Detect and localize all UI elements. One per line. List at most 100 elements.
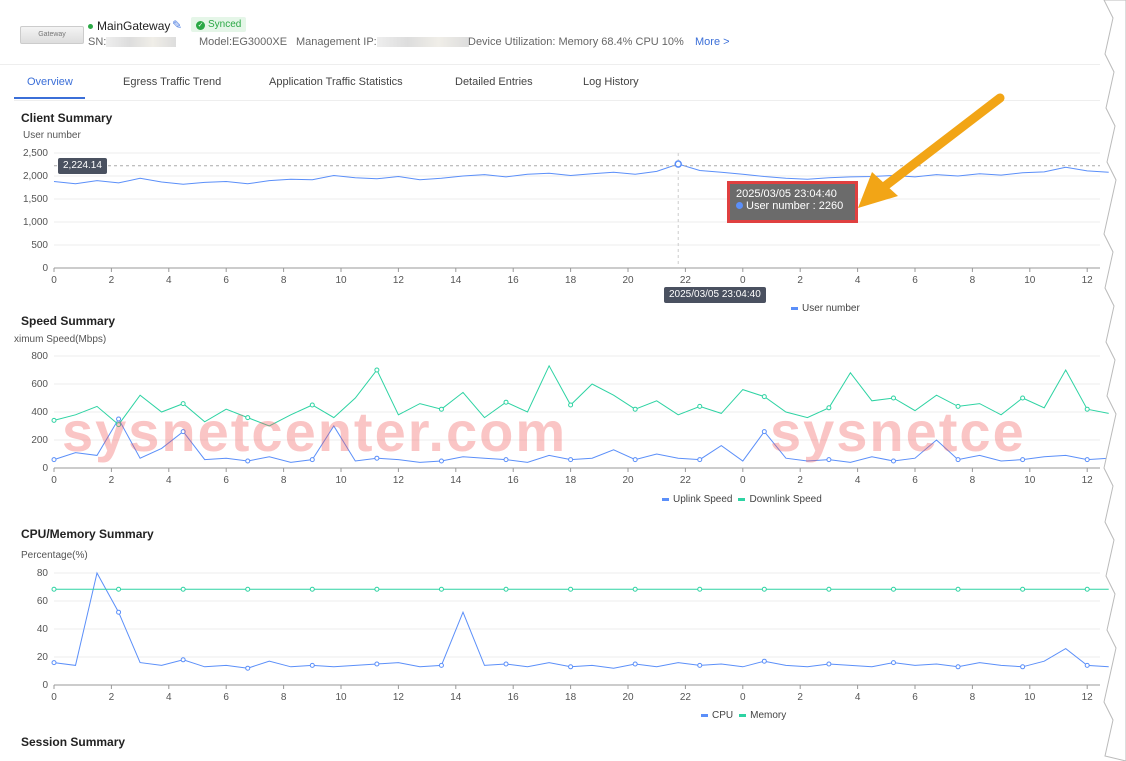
- x-tick-label: 10: [335, 475, 347, 486]
- data-point: [632, 457, 638, 463]
- data-point: [503, 399, 509, 405]
- data-point: [890, 586, 896, 592]
- data-point: [1020, 586, 1026, 592]
- edit-icon[interactable]: ✎: [172, 18, 183, 32]
- legend-user-number: User number: [802, 303, 860, 314]
- x-tick-label: 18: [565, 475, 577, 486]
- data-point: [826, 457, 832, 463]
- x-tick-label: 6: [223, 475, 229, 486]
- y-tick-label: 800: [31, 351, 48, 362]
- data-point: [955, 457, 961, 463]
- data-point: [632, 661, 638, 667]
- data-point: [180, 429, 186, 435]
- x-tick-label: 2: [797, 692, 803, 703]
- x-tick-label: 2: [797, 275, 803, 286]
- data-point: [503, 586, 509, 592]
- data-point: [309, 402, 315, 408]
- x-tick-label: 0: [51, 692, 57, 703]
- data-point: [568, 457, 574, 463]
- x-tick-label: 20: [622, 475, 634, 486]
- x-tick-label: 0: [740, 475, 746, 486]
- x-tick-label: 12: [1082, 475, 1094, 486]
- x-tick-label: 16: [508, 275, 520, 286]
- online-dot-icon: [88, 24, 93, 30]
- sn-redacted: [106, 37, 177, 48]
- data-point: [116, 422, 122, 428]
- tab-log-history[interactable]: Log History: [583, 76, 639, 88]
- y-tick-label: 500: [31, 240, 48, 251]
- x-tick-label: 10: [1024, 692, 1036, 703]
- speed-legend[interactable]: Uplink Speed Downlink Speed: [656, 494, 822, 505]
- status-badge: ✓ Synced: [191, 17, 247, 32]
- series-dot-icon: [736, 202, 743, 209]
- x-tick-label: 10: [1024, 475, 1036, 486]
- x-tick-label: 2: [109, 475, 115, 486]
- x-tick-label: 8: [281, 275, 287, 286]
- data-point: [568, 664, 574, 670]
- y-tick-label: 0: [42, 263, 48, 274]
- device-header: Gateway MainGateway ✎ ✓ Synced SN: Model:…: [0, 0, 1100, 65]
- x-tick-label: 8: [970, 475, 976, 486]
- data-point: [374, 455, 380, 461]
- data-point: [180, 401, 186, 407]
- model: Model:EG3000XE: [199, 36, 288, 48]
- x-tick-label: 0: [51, 475, 57, 486]
- x-tick-label: 10: [1024, 275, 1036, 286]
- sn: SN:: [88, 36, 177, 48]
- x-tick-label: 12: [393, 692, 405, 703]
- x-tick-label: 8: [970, 275, 976, 286]
- y-tick-label: 200: [31, 435, 48, 446]
- x-tick-label: 2: [109, 692, 115, 703]
- tooltip-title: 2025/03/05 23:04:40: [736, 188, 837, 200]
- x-tick-label: 6: [223, 692, 229, 703]
- y-tick-label: 60: [37, 596, 49, 607]
- x-tick-label: 14: [450, 475, 462, 486]
- data-point: [1020, 395, 1026, 401]
- x-tick-label: 16: [508, 475, 520, 486]
- x-tick-label: 2: [797, 475, 803, 486]
- data-point: [245, 665, 251, 671]
- ip-redacted: [376, 37, 469, 48]
- y-tick-label: 1,500: [23, 194, 48, 205]
- data-point: [438, 458, 444, 464]
- data-point: [116, 609, 122, 615]
- data-point: [632, 586, 638, 592]
- status-text: Synced: [208, 19, 242, 30]
- x-tick-label: 10: [335, 692, 347, 703]
- data-point: [697, 457, 703, 463]
- annotation-arrow-icon: [858, 93, 1005, 208]
- x-tick-label: 2: [109, 275, 115, 286]
- x-tick-label: 12: [393, 475, 405, 486]
- data-point: [503, 661, 509, 667]
- data-point: [1020, 664, 1026, 670]
- data-point: [438, 662, 444, 668]
- tab-bar: Overview Egress Traffic Trend Applicatio…: [14, 66, 1100, 101]
- mgmt-ip-label: Management IP:: [296, 36, 377, 48]
- tab-egress-traffic-trend[interactable]: Egress Traffic Trend: [123, 76, 222, 88]
- data-point: [761, 394, 767, 400]
- tab-application-traffic-statistics[interactable]: Application Traffic Statistics: [269, 76, 403, 88]
- x-tick-label: 12: [1082, 275, 1094, 286]
- data-point: [374, 661, 380, 667]
- x-tick-label: 14: [450, 692, 462, 703]
- x-tick-label: 0: [740, 275, 746, 286]
- data-point: [697, 403, 703, 409]
- client-legend[interactable]: User number: [785, 303, 860, 314]
- data-point: [761, 586, 767, 592]
- data-point: [955, 664, 961, 670]
- data-point: [890, 458, 896, 464]
- data-point: [309, 662, 315, 668]
- x-tick-label: 4: [166, 475, 172, 486]
- tab-overview[interactable]: Overview: [27, 76, 73, 88]
- series-line-user-number: [53, 163, 1109, 185]
- x-tick-label: 14: [450, 275, 462, 286]
- device-utilization: Device Utilization: Memory 68.4% CPU 10%: [468, 36, 684, 48]
- data-point: [374, 367, 380, 373]
- data-point: [761, 658, 767, 664]
- cpu-legend[interactable]: CPU Memory: [695, 710, 786, 721]
- more-link[interactable]: More >: [695, 36, 730, 48]
- tab-detailed-entries[interactable]: Detailed Entries: [455, 76, 533, 88]
- data-point: [51, 586, 57, 592]
- data-point: [309, 457, 315, 463]
